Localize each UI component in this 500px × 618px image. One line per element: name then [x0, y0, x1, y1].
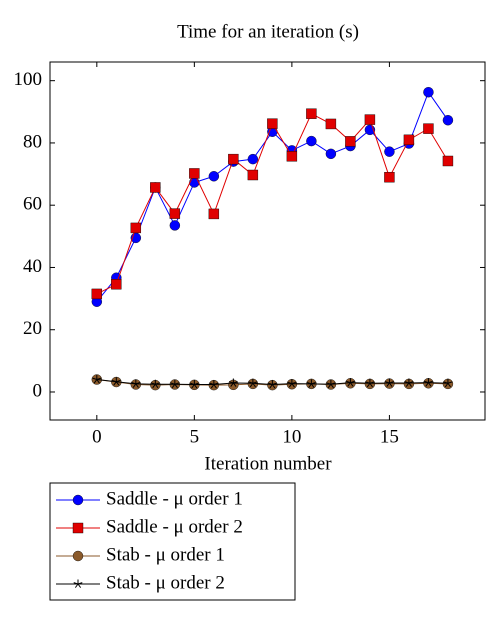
y-tick-label: 20: [23, 318, 42, 339]
marker: [92, 375, 102, 384]
marker: [169, 208, 181, 219]
marker: [150, 379, 160, 389]
marker: [228, 153, 239, 165]
marker: [286, 151, 298, 162]
y-tick-label: 100: [14, 69, 43, 90]
marker: [384, 378, 394, 387]
marker: [325, 118, 337, 130]
plot-frame: [49, 61, 486, 421]
marker: [130, 222, 142, 234]
marker: [365, 378, 375, 388]
y-tick-label: 0: [33, 380, 43, 401]
marker: [306, 379, 316, 388]
marker: [131, 379, 141, 388]
chart-title: Time for an iteration (s): [177, 21, 359, 42]
marker: [248, 378, 258, 388]
legend-marker: [72, 494, 84, 506]
marker: [384, 171, 395, 183]
marker: [208, 171, 220, 182]
marker: [443, 378, 453, 388]
marker: [364, 114, 376, 125]
marker: [404, 378, 414, 387]
marker: [345, 378, 355, 387]
marker: [189, 380, 199, 389]
x-tick-label: 5: [190, 426, 200, 447]
marker: [91, 288, 103, 300]
marker: [306, 135, 317, 147]
legend-marker: [72, 550, 84, 562]
marker: [189, 177, 200, 188]
marker: [345, 136, 356, 147]
marker: [423, 123, 434, 134]
marker: [209, 380, 219, 389]
marker: [247, 153, 259, 165]
x-tick-label: 0: [92, 426, 102, 447]
marker: [170, 379, 180, 389]
marker: [325, 148, 337, 160]
marker: [423, 378, 433, 387]
y-tick-label: 80: [23, 131, 42, 152]
marker: [326, 379, 336, 389]
marker: [189, 168, 200, 179]
marker: [111, 279, 122, 290]
marker: [169, 220, 181, 231]
legend-label: Saddle - μ order 1: [106, 488, 243, 509]
marker: [403, 134, 415, 146]
legend-box: [49, 482, 296, 601]
marker: [442, 155, 454, 167]
marker: [267, 380, 277, 389]
marker: [423, 86, 434, 98]
y-tick-label: 60: [23, 194, 42, 215]
x-tick-label: 10: [282, 426, 301, 447]
marker: [267, 118, 278, 129]
marker: [442, 115, 454, 126]
legend-label: Saddle - μ order 2: [106, 516, 243, 537]
marker: [208, 208, 220, 220]
x-tick-label: 15: [380, 426, 399, 447]
legend-label: Stab - μ order 2: [106, 572, 225, 593]
legend-marker: [72, 522, 84, 534]
x-axis-label: Iteration number: [204, 453, 332, 474]
marker: [306, 108, 317, 119]
legend-label: Stab - μ order 1: [106, 544, 225, 565]
marker: [111, 377, 121, 386]
marker: [247, 169, 259, 181]
marker: [384, 146, 395, 157]
marker: [150, 182, 161, 193]
marker: [287, 379, 297, 388]
legend-marker: [73, 579, 83, 588]
marker: [228, 378, 238, 387]
y-tick-label: 40: [23, 256, 42, 277]
